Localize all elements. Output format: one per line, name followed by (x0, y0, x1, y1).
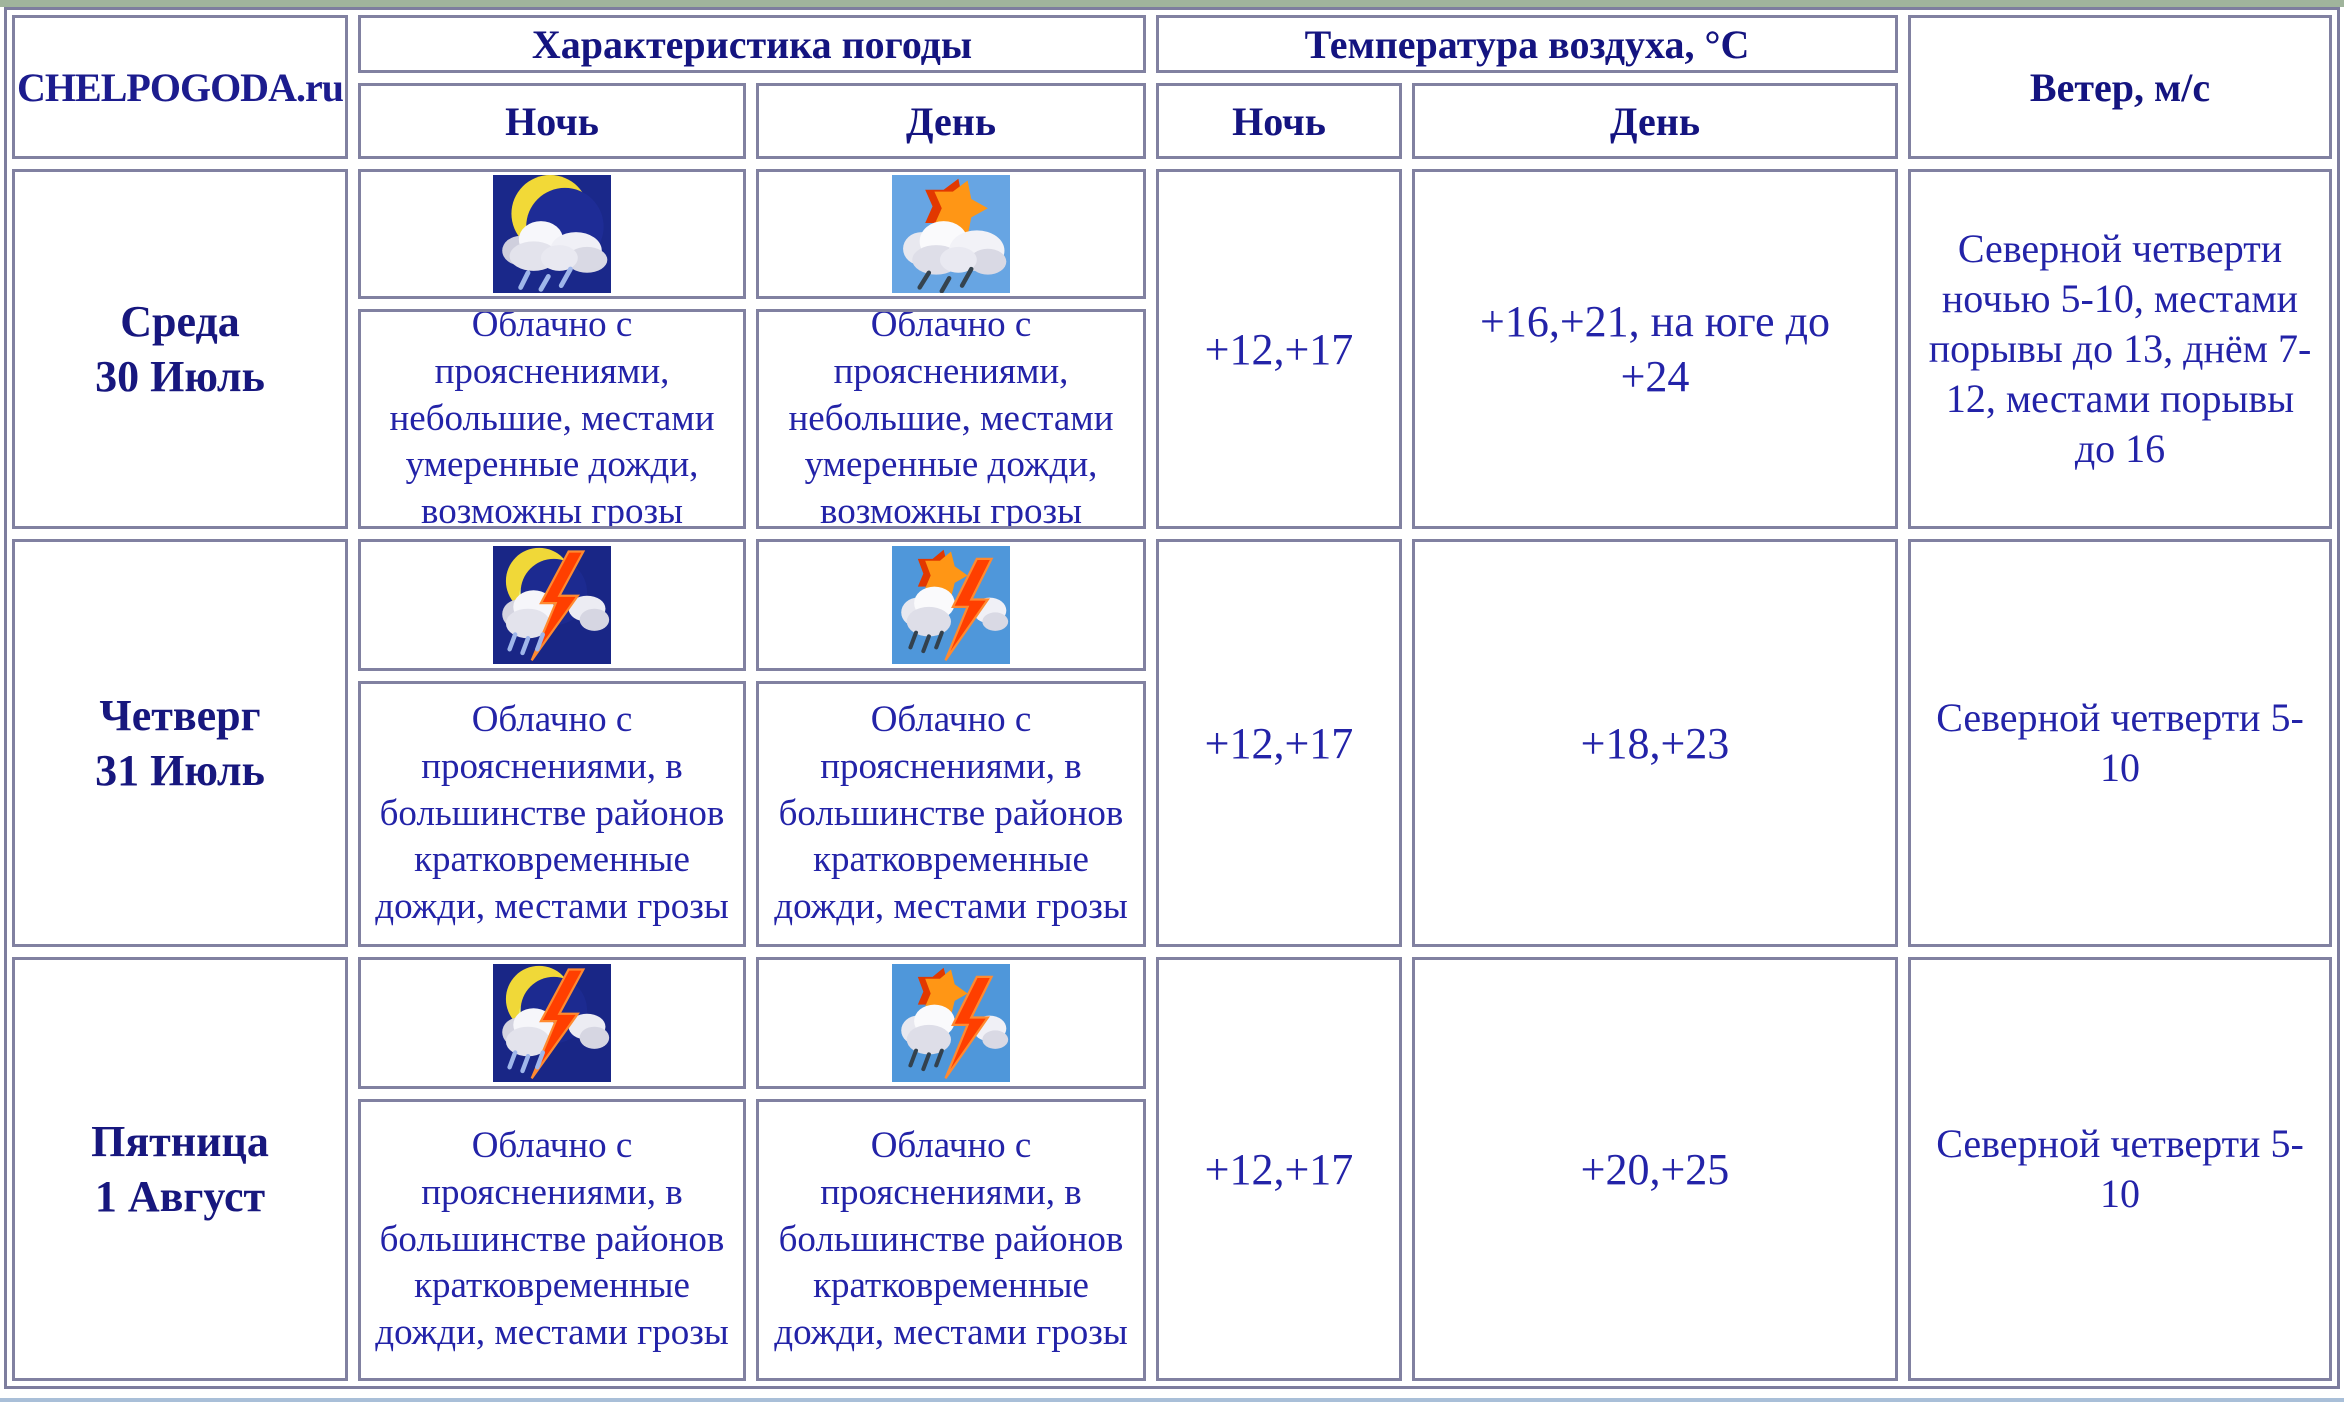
day-label-thursday: Четверг 31 Июль (12, 539, 348, 947)
night-description-text: Облачно с прояснениями, в большинстве ра… (375, 1125, 729, 1353)
day-label-friday: Пятница 1 Август (12, 957, 348, 1381)
day-description: Облачно с прояснениями, в большинстве ра… (756, 1099, 1146, 1381)
wind-forecast-text: Северной четверти 5-10 (1936, 1121, 2304, 1216)
night-thunder-icon (493, 546, 611, 664)
temperature-night-text: +12,+17 (1204, 718, 1354, 768)
night-icon-cell (358, 539, 746, 671)
temperature-night: +12,+17 (1156, 169, 1402, 529)
column-header-temperature: Температура воздуха, °С (1156, 15, 1898, 73)
night-description: Облачно с прояснениями, небольшие, места… (358, 309, 746, 529)
day-description-text: Облачно с прояснениями, в большинстве ра… (774, 1125, 1128, 1353)
weekday-text: Среда (120, 297, 240, 346)
column-header-characteristics: Характеристика погоды (358, 15, 1146, 73)
day-icon-cell (756, 957, 1146, 1089)
day-description-text: Облачно с прояснениями, в большинстве ра… (774, 699, 1128, 927)
night-description-text: Облачно с прояснениями, в большинстве ра… (375, 699, 729, 927)
day-thunder-icon (892, 964, 1010, 1082)
day-description: Облачно с прояснениями, в большинстве ра… (756, 681, 1146, 947)
subheader-temp-night-text: Ночь (1232, 98, 1326, 144)
temperature-night-text: +12,+17 (1204, 1144, 1354, 1194)
subheader-temperature-day: День (1412, 83, 1898, 159)
column-header-wind: Ветер, м/с (1908, 15, 2332, 159)
night-rain-icon (493, 175, 611, 293)
date-text: 1 Август (94, 1172, 266, 1221)
temperature-night: +12,+17 (1156, 539, 1402, 947)
night-icon-cell (358, 169, 746, 299)
day-icon-cell (756, 169, 1146, 299)
subheader-characteristics-day: День (756, 83, 1146, 159)
temperature-night: +12,+17 (1156, 957, 1402, 1381)
night-description: Облачно с прояснениями, в большинстве ра… (358, 1099, 746, 1381)
day-label-wednesday: Среда 30 Июль (12, 169, 348, 529)
temperature-day: +18,+23 (1412, 539, 1898, 947)
day-description: Облачно с прояснениями, небольшие, места… (756, 309, 1146, 529)
temperature-day: +16,+21, на юге до +24 (1412, 169, 1898, 529)
night-icon-cell (358, 957, 746, 1089)
forecast-grid: CHELPOGODA.ru Характеристика погоды Темп… (12, 15, 2332, 1381)
day-icon-cell (756, 539, 1146, 671)
temperature-day-text: +16,+21, на юге до +24 (1480, 297, 1830, 401)
temperature-day-text: +18,+23 (1580, 718, 1730, 768)
site-logo-text: CHELPOGODA.ru (17, 64, 344, 110)
characteristics-header-text: Характеристика погоды (531, 21, 973, 67)
wind-forecast: Северной четверти 5-10 (1908, 539, 2332, 947)
subheader-characteristics-night: Ночь (358, 83, 746, 159)
wind-header-text: Ветер, м/с (2029, 64, 2211, 110)
day-description-text: Облачно с прояснениями, небольшие, места… (788, 309, 1114, 529)
date-text: 30 Июль (95, 352, 265, 401)
site-logo-link[interactable]: CHELPOGODA.ru (12, 15, 348, 159)
night-description: Облачно с прояснениями, в большинстве ра… (358, 681, 746, 947)
wind-forecast: Северной четверти ночью 5-10, местами по… (1908, 169, 2332, 529)
temperature-night-text: +12,+17 (1204, 324, 1354, 374)
temperature-day-text: +20,+25 (1580, 1144, 1730, 1194)
weekday-text: Четверг (99, 691, 261, 740)
wind-forecast-text: Северной четверти ночью 5-10, местами по… (1928, 226, 2312, 471)
temperature-day: +20,+25 (1412, 957, 1898, 1381)
day-thunder-icon (892, 546, 1010, 664)
forecast-table: CHELPOGODA.ru Характеристика погоды Темп… (4, 7, 2340, 1389)
page-top-strip (0, 0, 2344, 7)
subheader-day-text: День (906, 98, 996, 144)
day-rain-icon (892, 175, 1010, 293)
wind-forecast-text: Северной четверти 5-10 (1936, 695, 2304, 790)
temperature-header-text: Температура воздуха, °С (1304, 21, 1750, 67)
subheader-temperature-night: Ночь (1156, 83, 1402, 159)
subheader-night-text: Ночь (505, 98, 599, 144)
night-thunder-icon (493, 964, 611, 1082)
subheader-temp-day-text: День (1610, 98, 1700, 144)
date-text: 31 Июль (95, 746, 265, 795)
wind-forecast: Северной четверти 5-10 (1908, 957, 2332, 1381)
night-description-text: Облачно с прояснениями, небольшие, места… (389, 309, 715, 529)
weekday-text: Пятница (91, 1117, 269, 1166)
page-bottom-strip (0, 1389, 2344, 1402)
